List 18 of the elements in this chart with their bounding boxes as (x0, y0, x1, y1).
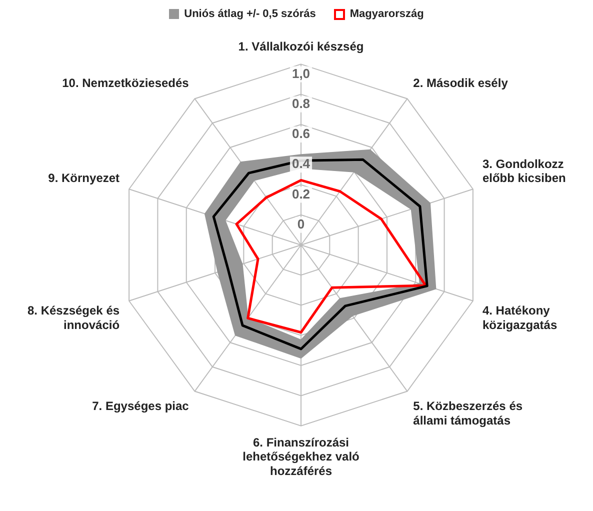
y-tick-label: 0.6 (292, 126, 310, 142)
y-tick-label: 0.8 (292, 96, 310, 111)
spoke-label: 7. Egységes piac (92, 398, 190, 413)
legend-label: Uniós átlag +/- 0,5 szórás (184, 8, 316, 20)
spoke-label: 1. Vállalkozói készség (238, 39, 364, 54)
spoke-label: 8. Készségek és innováció (27, 303, 120, 332)
spoke-label: 10. Nemzetköziesedés (62, 76, 190, 90)
spoke-label: 5. Közbeszerzés és állami támogatás (413, 398, 523, 428)
spoke-label: 3. Gondolkozz előbb kicsiben (482, 156, 566, 186)
y-tick-label: 1,0 (292, 66, 310, 81)
y-tick-label: 0 (297, 216, 305, 232)
y-tick-label: 0.4 (292, 156, 311, 172)
spoke-label: 9. Környezet (48, 171, 120, 186)
spoke-label: 2. Második esély (413, 76, 508, 90)
legend-label: Magyarország (350, 8, 424, 20)
spoke-label: 4. Hatékony közigazgatás (482, 303, 558, 332)
spoke-label: 6. Finanszírozási lehetőségekhez való hozzáférés (242, 435, 360, 478)
y-tick-label: 0.2 (292, 186, 310, 202)
